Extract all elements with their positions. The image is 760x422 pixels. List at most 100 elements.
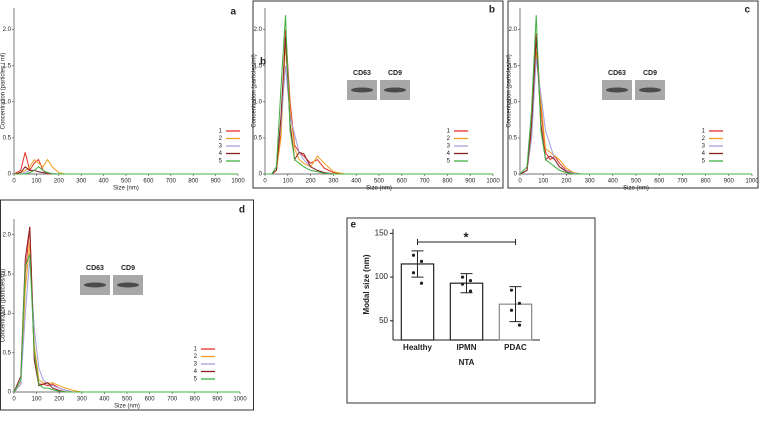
panel-frame (507, 0, 759, 189)
data-point (411, 271, 416, 275)
data-point (419, 281, 424, 285)
x-tick-label: 600 (145, 397, 156, 403)
panel-label: e (350, 220, 356, 231)
blot-band (384, 87, 406, 93)
blot-band (84, 282, 106, 288)
data-point (460, 275, 465, 279)
x-tick-label: 700 (166, 179, 177, 185)
panel-label: d (239, 205, 245, 216)
y-tick-label: 1.5 (509, 63, 518, 69)
x-tick-label: 900 (211, 179, 222, 185)
legend-label: 1 (702, 129, 706, 135)
y-tick-label: 0.5 (254, 135, 263, 141)
significance-bracket (417, 239, 516, 245)
series-line (265, 65, 493, 175)
legend-label: 2 (219, 136, 223, 142)
y-tick-label: 150 (375, 228, 389, 237)
x-tick-label: 600 (654, 179, 665, 185)
x-tick-label: 100 (31, 179, 42, 185)
x-tick-label: 500 (631, 179, 642, 185)
y-tick-label: 0.5 (3, 135, 12, 141)
legend-label: 3 (702, 144, 706, 150)
inset-label: CD9 (643, 70, 657, 77)
series-line (14, 166, 238, 175)
y-axis-label: Concentration (particles/ml) (1, 269, 7, 342)
x-tick-label: 600 (397, 179, 408, 185)
x-tick-label: 700 (420, 179, 431, 185)
blot-band (639, 87, 661, 93)
legend-label: 4 (219, 151, 223, 157)
y-tick-label: 1.0 (509, 99, 518, 105)
x-axis-label: NTA (459, 358, 475, 367)
series-line (13, 152, 238, 175)
legend-label: 2 (194, 354, 198, 360)
y-tick-label: 2.0 (509, 27, 518, 33)
data-point (468, 289, 473, 293)
legend-label: 5 (219, 159, 223, 165)
x-tick-label: 700 (677, 179, 688, 185)
x-axis-label: Size (nm) (113, 186, 139, 192)
y-tick-label: 1.0 (254, 99, 263, 105)
x-tick-label: 400 (99, 397, 110, 403)
y-tick-label: 0 (8, 172, 12, 178)
x-tick-label: 800 (190, 397, 201, 403)
series-line (13, 254, 240, 393)
x-tick-label: 900 (212, 397, 223, 403)
legend-label: 5 (194, 377, 198, 383)
series-line (519, 15, 752, 175)
legend-label: 2 (702, 136, 706, 142)
x-tick-label: 0 (263, 179, 267, 185)
x-tick-label: 300 (328, 179, 339, 185)
data-point (419, 259, 424, 263)
legend-label: 4 (702, 151, 706, 157)
x-tick-label: 300 (76, 179, 87, 185)
x-tick-label: 400 (99, 179, 110, 185)
y-tick-label: 1.5 (3, 63, 12, 69)
data-point (460, 282, 465, 286)
annotation: b (260, 57, 266, 68)
y-tick-label: 1.0 (3, 99, 12, 105)
inset-label: CD9 (121, 265, 135, 272)
error-bar (411, 250, 424, 278)
x-tick-label: 900 (465, 179, 476, 185)
x-tick-label: 500 (121, 179, 132, 185)
inset-label: CD63 (86, 265, 104, 272)
error-bar (460, 273, 473, 294)
x-axis-label: Size (nm) (623, 186, 649, 192)
panel-frame (0, 199, 254, 411)
series-line (519, 51, 752, 175)
x-tick-label: 200 (561, 179, 572, 185)
legend-label: 4 (447, 151, 451, 157)
x-tick-label: 1000 (231, 179, 245, 185)
x-axis-label: Size (nm) (114, 404, 140, 410)
x-tick-label: 100 (283, 179, 294, 185)
data-point (509, 308, 514, 312)
y-axis-label: Modal size (nm) (362, 254, 371, 314)
blot-band (351, 87, 373, 93)
y-tick-label: 0.5 (3, 350, 12, 356)
series-line (265, 15, 493, 175)
panel-label: b (489, 5, 495, 16)
y-axis-label: Concentration (particles / ml) (1, 53, 7, 130)
inset-label: CD63 (608, 70, 626, 77)
x-tick-label: 100 (538, 179, 549, 185)
legend-label: 3 (447, 144, 451, 150)
y-tick-label: 1.5 (3, 272, 12, 278)
x-tick-label: 100 (32, 397, 43, 403)
error-bar (509, 286, 522, 323)
legend-label: 3 (219, 144, 223, 150)
x-tick-label: 400 (351, 179, 362, 185)
x-tick-label: PDAC (504, 343, 527, 352)
x-tick-label: 1000 (486, 179, 500, 185)
x-tick-label: 300 (585, 179, 596, 185)
y-tick-label: 0 (514, 172, 518, 178)
x-tick-label: 1000 (233, 397, 247, 403)
x-tick-label: 200 (54, 397, 65, 403)
x-tick-label: 500 (122, 397, 133, 403)
series-line (13, 226, 240, 393)
x-tick-label: 0 (12, 397, 16, 403)
legend-label: 5 (447, 159, 451, 165)
x-tick-label: 1000 (745, 179, 759, 185)
legend-label: 1 (219, 129, 223, 135)
y-tick-label: 0.5 (509, 135, 518, 141)
